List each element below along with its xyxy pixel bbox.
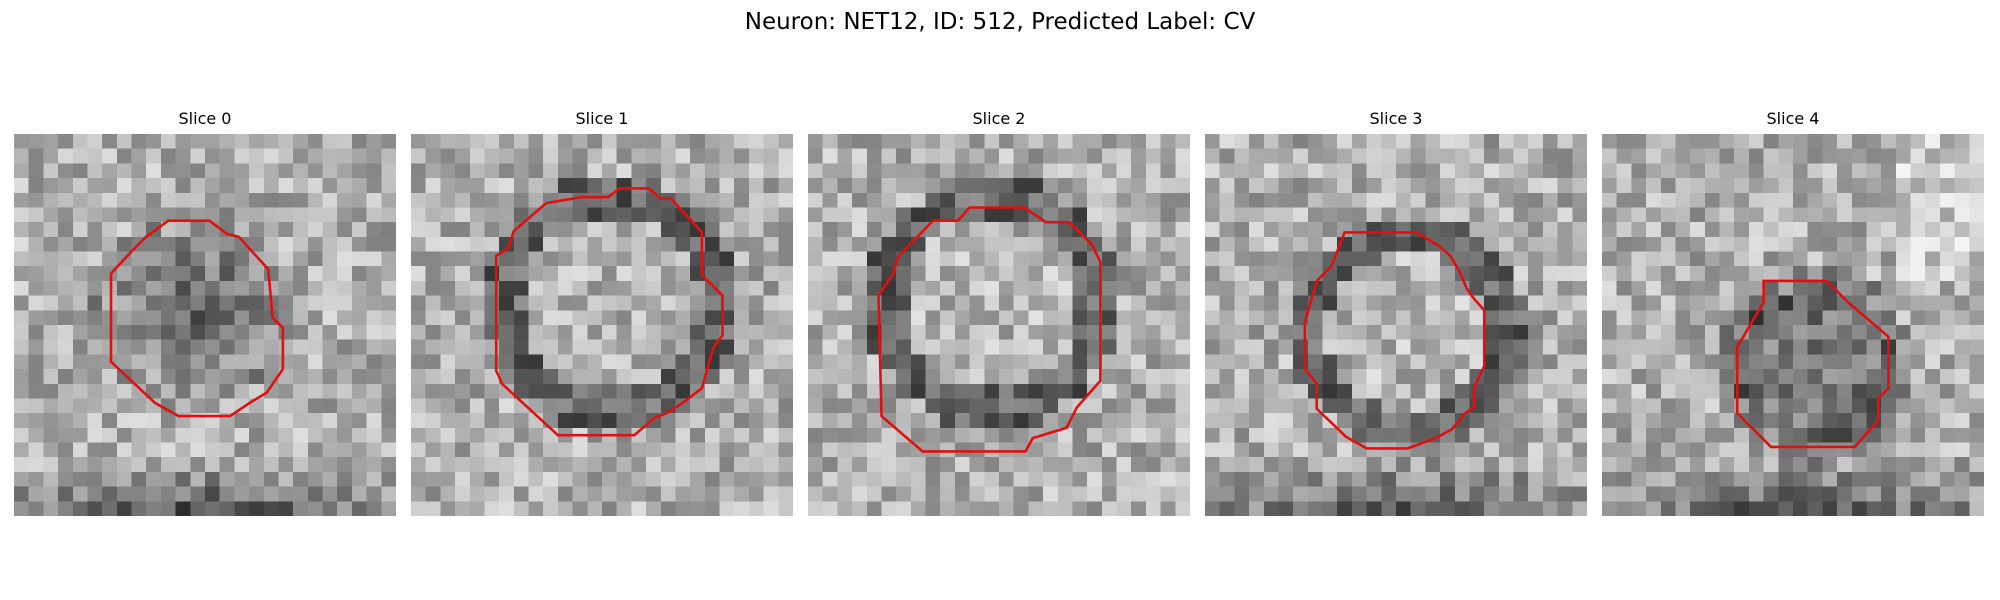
- segmentation-outline: [1735, 279, 1890, 449]
- pixel-grid: [808, 134, 1190, 516]
- slice-title: Slice 0: [178, 109, 232, 128]
- slice-image: [1205, 134, 1587, 516]
- slice-title: Slice 2: [972, 109, 1026, 128]
- slice-title: Slice 4: [1766, 109, 1820, 128]
- slice-title: Slice 1: [575, 109, 629, 128]
- segmentation-outline: [877, 206, 1102, 453]
- pixel-grid: [411, 134, 793, 516]
- segmentation-outline: [1303, 231, 1486, 450]
- slice-panel-3: Slice 3: [1205, 108, 1587, 520]
- slice-panel-2: Slice 2: [808, 108, 1190, 520]
- slice-image: [1602, 134, 1984, 516]
- slice-title: Slice 3: [1369, 109, 1423, 128]
- slice-panel-4: Slice 4: [1602, 108, 1984, 520]
- pixel-grid: [14, 134, 396, 516]
- slice-panel-0: Slice 0: [14, 108, 396, 520]
- slice-image: [808, 134, 1190, 516]
- slice-panel-1: Slice 1: [411, 108, 793, 520]
- figure-title: Neuron: NET12, ID: 512, Predicted Label:…: [744, 9, 1256, 35]
- pixel-grid: [1602, 134, 1984, 516]
- slice-image: [14, 134, 396, 516]
- slice-image: [411, 134, 793, 516]
- pixel-grid: [1205, 134, 1587, 516]
- segmentation-outline: [109, 219, 285, 418]
- segmentation-outline: [494, 187, 724, 437]
